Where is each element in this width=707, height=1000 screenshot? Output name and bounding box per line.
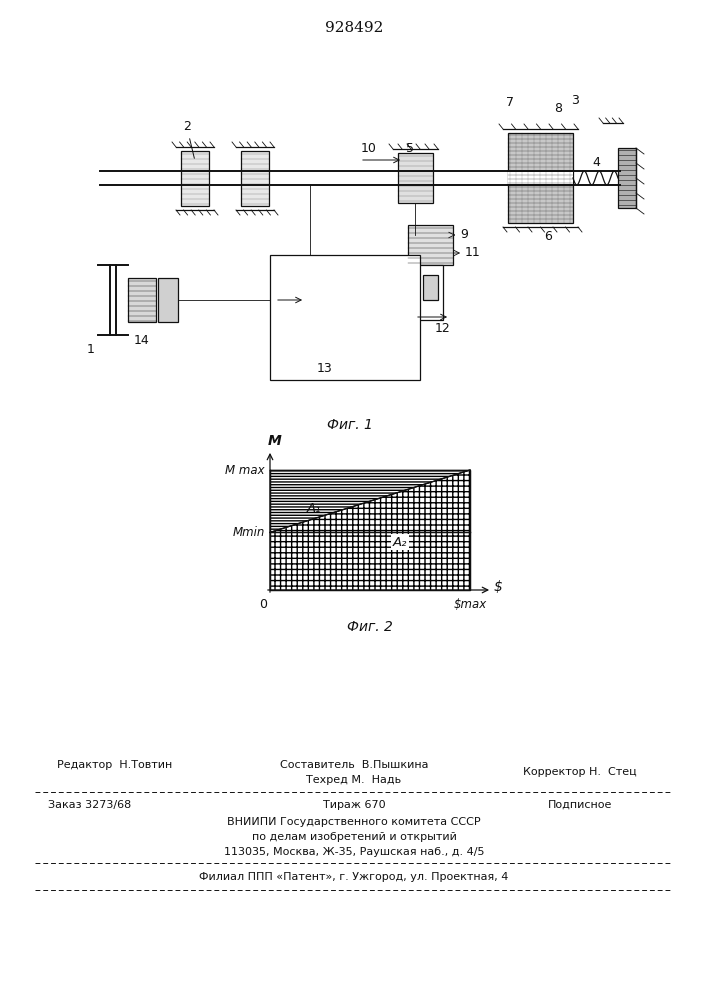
Text: 2: 2 <box>183 120 191 133</box>
Text: 10: 10 <box>361 142 377 155</box>
Bar <box>128 278 156 322</box>
Bar <box>423 275 438 300</box>
Text: M: M <box>268 434 282 448</box>
Text: $: $ <box>494 580 503 594</box>
Bar <box>241 151 269 206</box>
Polygon shape <box>270 470 470 590</box>
Text: 13: 13 <box>317 361 333 374</box>
Bar <box>270 255 420 380</box>
Text: M max: M max <box>226 464 265 477</box>
Text: 4: 4 <box>592 156 600 169</box>
Text: Тираж 670: Тираж 670 <box>322 800 385 810</box>
Text: 7: 7 <box>506 97 514 109</box>
Bar <box>618 148 636 208</box>
Bar <box>181 151 209 206</box>
Text: Заказ 3273/68: Заказ 3273/68 <box>48 800 132 810</box>
Bar <box>408 225 453 265</box>
Text: 6: 6 <box>544 231 552 243</box>
Text: $max: $max <box>453 598 486 611</box>
Text: 14: 14 <box>134 334 150 347</box>
Text: 11: 11 <box>465 246 481 259</box>
Polygon shape <box>270 470 470 532</box>
Text: A₂: A₂ <box>393 536 407 548</box>
Bar <box>418 265 443 320</box>
Text: 12: 12 <box>435 322 451 334</box>
Text: Филиал ППП «Патент», г. Ужгород, ул. Проектная, 4: Филиал ППП «Патент», г. Ужгород, ул. Про… <box>199 872 509 882</box>
Bar <box>398 153 433 203</box>
Text: ВНИИПИ Государственного комитета СССР: ВНИИПИ Государственного комитета СССР <box>227 817 481 827</box>
Text: 3: 3 <box>571 95 579 107</box>
Text: Редактор  Н.Товтин: Редактор Н.Товтин <box>57 760 173 770</box>
Text: 113035, Москва, Ж-35, Раушская наб., д. 4/5: 113035, Москва, Ж-35, Раушская наб., д. … <box>223 847 484 857</box>
Text: Техред М.  Надь: Техред М. Надь <box>306 775 402 785</box>
Bar <box>508 133 573 223</box>
Text: 8: 8 <box>554 102 562 114</box>
Text: Mmin: Mmin <box>233 526 265 539</box>
Text: Корректор Н.  Стец: Корректор Н. Стец <box>523 767 637 777</box>
Text: Фиг. 2: Фиг. 2 <box>347 620 393 634</box>
Text: 9: 9 <box>460 229 468 241</box>
Text: 5: 5 <box>406 142 414 155</box>
Text: 928492: 928492 <box>325 21 383 35</box>
Bar <box>508 171 573 185</box>
Text: 0: 0 <box>259 598 267 611</box>
Text: по делам изобретений и открытий: по делам изобретений и открытий <box>252 832 457 842</box>
Text: Подписное: Подписное <box>548 800 612 810</box>
Text: Фиг. 1: Фиг. 1 <box>327 418 373 432</box>
Bar <box>158 278 178 322</box>
Text: A₁: A₁ <box>307 502 321 515</box>
Text: 1: 1 <box>87 343 95 356</box>
Text: Составитель  В.Пышкина: Составитель В.Пышкина <box>280 760 428 770</box>
